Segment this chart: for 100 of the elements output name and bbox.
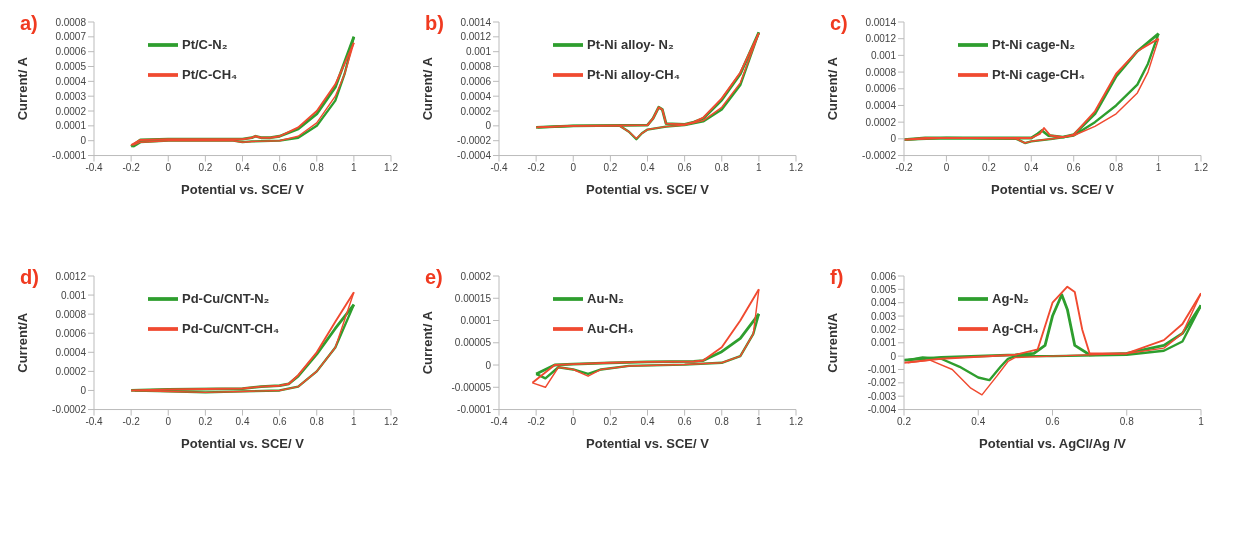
x-tick-label: 0.8	[1109, 161, 1124, 173]
y-tick-label: 0.00015	[454, 292, 492, 304]
y-tick-label: 0.004	[870, 297, 897, 309]
x-tick-label: 0.2	[603, 415, 618, 427]
x-axis-title: Potential vs. SCE/ V	[181, 435, 305, 451]
x-tick-label: 1	[756, 161, 763, 173]
y-tick-label: 0.0005	[55, 61, 87, 73]
y-tick-label: 0	[890, 133, 897, 145]
y-tick-label: 0.0012	[460, 31, 492, 43]
x-axis-title: Potential vs. SCE/ V	[586, 435, 710, 451]
y-tick-label: 0.0012	[55, 270, 87, 282]
chart-title: e)	[425, 266, 443, 289]
x-tick-label: -0.2	[122, 161, 141, 173]
y-tick-label: 0.0008	[55, 16, 87, 28]
y-tick-label: 0.001	[870, 337, 897, 349]
y-axis-title: Current/A	[824, 312, 840, 373]
y-tick-label: 0.005	[870, 283, 897, 295]
x-tick-label: 0.2	[198, 161, 213, 173]
y-tick-label: 0.0006	[865, 83, 897, 95]
y-axis-title: Current/ A	[824, 56, 840, 121]
y-tick-label: -0.00005	[451, 381, 492, 393]
x-tick-label: 1	[1155, 161, 1162, 173]
legend-label: Pt-Ni cage-CH₄	[992, 67, 1085, 83]
y-tick-label: 0.0002	[460, 105, 492, 117]
y-tick-label: 0.0001	[460, 315, 492, 327]
y-tick-label: 0.0006	[460, 75, 492, 87]
y-tick-label: -0.001	[867, 364, 897, 376]
y-tick-label: 0	[485, 359, 492, 371]
y-tick-label: 0.0004	[55, 346, 87, 358]
y-tick-label: -0.0002	[862, 150, 897, 162]
y-tick-label: 0.0004	[865, 100, 897, 112]
legend-label: Au-N₂	[587, 291, 624, 307]
y-tick-label: 0	[485, 120, 492, 132]
x-axis-title: Potential vs. SCE/ V	[991, 181, 1115, 197]
x-tick-label: -0.4	[85, 161, 104, 173]
x-tick-label: 0.8	[309, 415, 325, 427]
x-axis-title: Potential vs. AgCl/Ag /V	[979, 435, 1127, 451]
y-tick-label: 0.002	[870, 323, 897, 335]
y-tick-label: -0.0001	[52, 150, 87, 162]
x-axis-title: Potential vs. SCE/ V	[181, 181, 305, 197]
x-tick-label: 1	[351, 161, 358, 173]
y-tick-label: 0	[80, 135, 87, 147]
y-tick-label: 0.0002	[865, 116, 897, 128]
x-tick-label: 1	[1198, 415, 1205, 427]
legend-label: Pt-Ni cage-N₂	[992, 37, 1076, 53]
x-tick-label: 1	[756, 415, 763, 427]
x-tick-label: 0.4	[971, 415, 986, 427]
y-tick-label: 0.0003	[55, 90, 87, 102]
y-tick-label: -0.0002	[457, 135, 492, 147]
x-tick-label: -0.4	[85, 415, 104, 427]
x-tick-label: 1.2	[384, 415, 399, 427]
x-tick-label: 0.4	[235, 161, 250, 173]
y-axis-title: Current/A	[14, 312, 30, 373]
y-tick-label: 0.0004	[55, 75, 87, 87]
y-tick-label: 0.0014	[460, 16, 492, 28]
x-tick-label: 1	[351, 415, 358, 427]
y-tick-label: 0.001	[465, 46, 492, 58]
chart-title: a)	[20, 12, 38, 35]
y-tick-label: 0.0008	[865, 66, 897, 78]
x-tick-label: 0	[943, 161, 950, 173]
legend-label: Pt/C-N₂	[182, 37, 228, 53]
y-tick-label: 0	[80, 385, 87, 397]
y-axis-title: Current/ A	[419, 310, 435, 375]
x-tick-label: 0.6	[272, 161, 288, 173]
y-tick-label: 0.003	[870, 310, 897, 322]
x-tick-label: 0.6	[677, 415, 693, 427]
legend-label: Pd-Cu/CNT-CH₄	[182, 321, 280, 337]
y-tick-label: -0.0004	[457, 150, 492, 162]
legend-label: Au-CH₄	[587, 321, 634, 337]
y-axis-title: Current/ A	[14, 56, 30, 121]
x-tick-label: 0.4	[640, 161, 655, 173]
x-tick-label: 0.2	[897, 415, 912, 427]
y-tick-label: 0.0002	[55, 105, 87, 117]
x-tick-label: -0.2	[895, 161, 914, 173]
y-axis-title: Current/ A	[419, 56, 435, 121]
y-tick-label: 0.0002	[460, 270, 492, 282]
x-tick-label: 0.8	[1119, 415, 1135, 427]
x-tick-label: 0.6	[1066, 161, 1082, 173]
x-tick-label: 0.8	[714, 161, 730, 173]
y-tick-label: 0.0006	[55, 46, 87, 58]
chart-title: c)	[830, 12, 848, 35]
x-tick-label: 1.2	[384, 161, 399, 173]
x-tick-label: 0.2	[603, 161, 618, 173]
chart-title: f)	[830, 266, 844, 289]
x-tick-label: 0.4	[235, 415, 250, 427]
x-tick-label: -0.4	[490, 161, 509, 173]
x-tick-label: 0.4	[640, 415, 655, 427]
y-tick-label: -0.003	[867, 390, 897, 402]
y-tick-label: -0.0002	[52, 404, 87, 416]
legend-label: Pt-Ni alloy-CH₄	[587, 67, 680, 83]
y-tick-label: 0.0007	[55, 31, 87, 43]
x-tick-label: 0.8	[309, 161, 325, 173]
y-tick-label: 0.0008	[55, 308, 87, 320]
y-tick-label: 0.0004	[460, 90, 492, 102]
chart-title: b)	[425, 12, 444, 35]
x-tick-label: -0.2	[527, 161, 546, 173]
y-tick-label: -0.0001	[457, 404, 492, 416]
y-tick-label: 0.0002	[55, 365, 87, 377]
x-tick-label: -0.4	[490, 415, 509, 427]
y-tick-label: -0.002	[867, 377, 897, 389]
